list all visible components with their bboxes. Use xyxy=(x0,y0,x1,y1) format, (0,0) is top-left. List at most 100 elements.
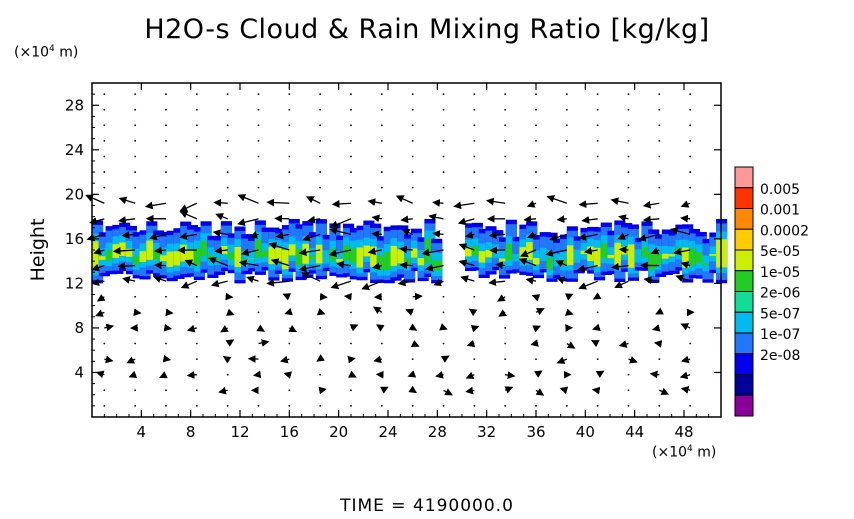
vector-dot xyxy=(689,124,692,127)
vector-dot xyxy=(226,404,229,407)
cloud-core xyxy=(275,248,287,261)
vector-dot xyxy=(442,108,445,111)
cloud-core xyxy=(125,248,138,257)
vector-dot xyxy=(319,327,322,329)
wind-vector xyxy=(266,278,290,287)
x-tick-label: 32 xyxy=(477,423,496,441)
cloud-core xyxy=(688,248,701,266)
vector-dot xyxy=(165,139,167,142)
vector-dot xyxy=(165,389,167,392)
vector-dot xyxy=(535,155,537,158)
vector-dot xyxy=(504,342,507,345)
vector-dot xyxy=(195,342,198,345)
x-axis-unit: (×104 m) xyxy=(652,444,717,461)
vector-dot xyxy=(442,295,445,298)
wind-vector xyxy=(133,308,142,317)
cloud-core xyxy=(342,245,355,261)
wind-vector xyxy=(556,356,568,364)
cloud-core xyxy=(655,253,667,265)
wind-vector xyxy=(642,215,660,224)
wind-vector xyxy=(165,308,174,317)
cloud-mid xyxy=(492,244,504,259)
wind-vector xyxy=(496,294,506,302)
vector-dot xyxy=(504,108,507,111)
vector-dot xyxy=(442,155,445,158)
wind-vector xyxy=(220,325,229,333)
cloud-core xyxy=(505,243,517,261)
cloud-core xyxy=(431,260,443,271)
cloud-core xyxy=(356,247,368,268)
vector-dot xyxy=(473,295,476,298)
wind-vector xyxy=(214,246,228,255)
vector-dot xyxy=(504,358,507,361)
wind-vector xyxy=(112,247,136,255)
wind-vector xyxy=(279,355,290,364)
vector-dot xyxy=(226,171,229,173)
vector-dot xyxy=(380,108,383,111)
wind-vector xyxy=(305,196,321,204)
vector-dot xyxy=(319,373,322,376)
vector-dot xyxy=(658,155,661,158)
vector-dot xyxy=(226,186,229,189)
cloud-core xyxy=(193,248,205,266)
wind-vector xyxy=(347,355,356,364)
vector-dot xyxy=(689,186,692,189)
wind-vector xyxy=(595,370,605,378)
vector-dot xyxy=(134,404,137,407)
wind-vector xyxy=(371,230,382,239)
cloud-core xyxy=(390,245,402,266)
cloud-core xyxy=(139,251,151,262)
vector-dot xyxy=(319,124,322,127)
wind-vector xyxy=(85,194,105,204)
wind-vector xyxy=(408,323,418,331)
wind-vector xyxy=(256,324,266,332)
cloud-core xyxy=(546,257,558,270)
wind-vector xyxy=(628,356,638,364)
wind-vector xyxy=(565,308,574,316)
vector-dot xyxy=(658,295,661,298)
vector-dot xyxy=(504,155,507,158)
cloud-core xyxy=(695,252,707,263)
vector-dot xyxy=(350,311,352,314)
vector-dot xyxy=(134,124,137,127)
vector-dot xyxy=(226,139,229,142)
wind-vector xyxy=(330,280,352,290)
vector-dot xyxy=(165,155,167,158)
wind-vector xyxy=(655,307,664,315)
vector-dot xyxy=(504,139,507,142)
cloud-core xyxy=(92,241,104,270)
wind-vector xyxy=(618,340,629,348)
wind-vector xyxy=(549,233,568,242)
vector-dot xyxy=(319,171,322,173)
vector-dot xyxy=(565,155,568,158)
colorbar-swatch xyxy=(734,332,754,355)
wind-vector xyxy=(432,230,444,238)
wind-vector xyxy=(298,248,321,256)
wind-vector xyxy=(443,388,453,396)
cloud-core xyxy=(661,253,673,259)
vector-dot xyxy=(288,139,291,142)
wind-vector xyxy=(268,242,290,251)
colorbar-swatch xyxy=(734,291,754,313)
wind-vector xyxy=(316,307,326,316)
wind-vector xyxy=(179,232,197,240)
vector-dot xyxy=(442,93,445,96)
wind-vector xyxy=(329,218,352,229)
cloud-mid xyxy=(214,250,226,265)
vector-dot xyxy=(473,404,476,407)
wind-vector xyxy=(208,257,228,267)
wind-vector xyxy=(275,231,290,240)
vector-dot xyxy=(257,139,260,142)
vector-dot xyxy=(411,108,414,111)
y-tick-label: 8 xyxy=(74,319,84,337)
vector-dot xyxy=(165,186,167,189)
cloud-core xyxy=(478,251,490,263)
x-tick-label: 8 xyxy=(186,423,196,441)
cloud-core xyxy=(159,255,171,262)
wind-vector xyxy=(144,201,167,210)
wind-vector xyxy=(659,387,670,396)
vector-dot xyxy=(473,358,476,361)
colorbar-label: 1e-05 xyxy=(760,265,800,281)
wind-vector xyxy=(121,231,136,239)
vector-dot xyxy=(319,155,322,158)
